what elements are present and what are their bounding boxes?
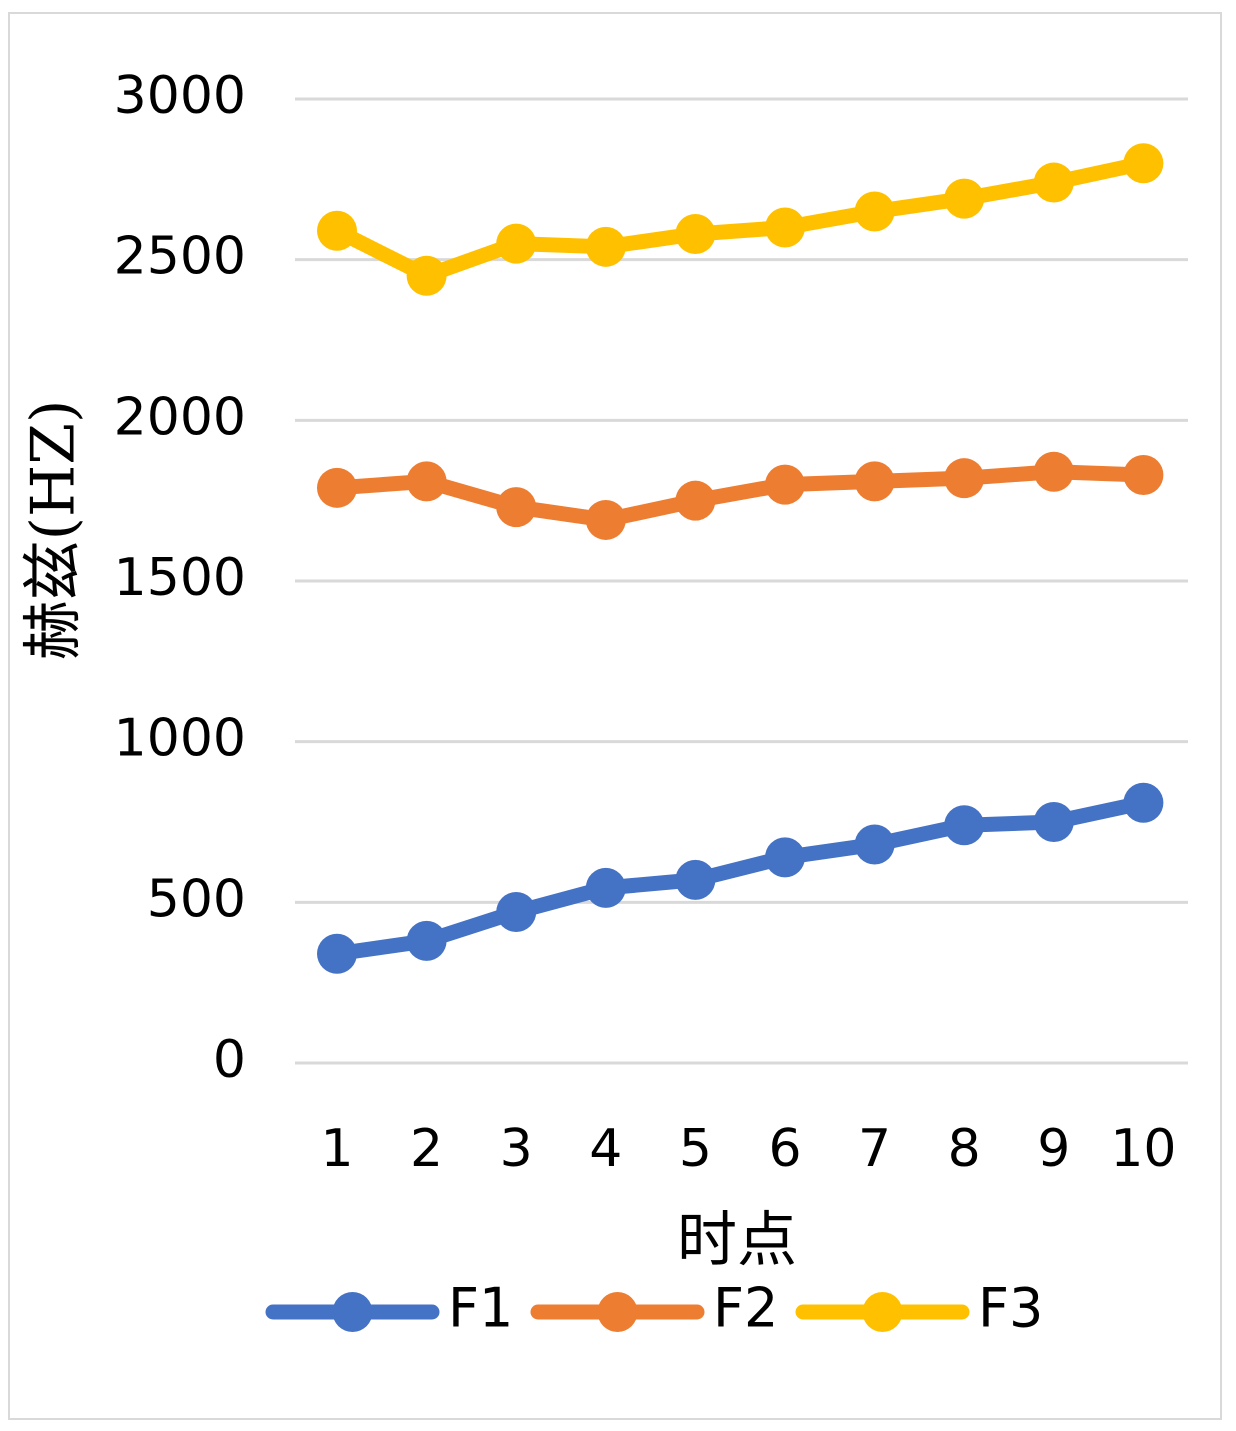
gridlines bbox=[295, 97, 1188, 1065]
data-point bbox=[317, 933, 357, 974]
data-point bbox=[496, 487, 537, 528]
data-point bbox=[585, 867, 626, 908]
data-point bbox=[765, 207, 805, 248]
series-f3 bbox=[317, 143, 1164, 296]
data-point bbox=[1123, 143, 1164, 184]
data-point bbox=[317, 210, 357, 251]
x-tick-label: 10 bbox=[1110, 1119, 1176, 1179]
data-point bbox=[1033, 451, 1074, 492]
data-point bbox=[406, 920, 447, 961]
series-line bbox=[329, 464, 1151, 528]
data-point bbox=[1123, 782, 1164, 823]
data-point bbox=[854, 461, 895, 502]
x-tick-label: 7 bbox=[858, 1119, 891, 1179]
x-tick-label: 8 bbox=[948, 1119, 981, 1179]
data-point bbox=[1123, 454, 1164, 495]
data-point bbox=[854, 824, 895, 865]
legend-marker bbox=[597, 1292, 638, 1332]
legend: F1 F2 F3 bbox=[265, 1277, 1043, 1340]
x-tick-label: 3 bbox=[500, 1119, 533, 1179]
x-tick-label: 2 bbox=[410, 1119, 443, 1179]
y-tick-label: 1000 bbox=[114, 709, 246, 769]
data-point bbox=[585, 226, 626, 267]
data-point bbox=[406, 255, 447, 296]
series-f1 bbox=[317, 782, 1164, 974]
x-tick-label: 1 bbox=[320, 1119, 353, 1179]
y-axis-title: 赫兹(HZ) bbox=[19, 400, 89, 661]
data-point bbox=[765, 464, 805, 505]
series-layer bbox=[317, 143, 1164, 974]
series-line bbox=[329, 155, 1151, 284]
data-point bbox=[317, 467, 357, 508]
data-point bbox=[944, 178, 985, 219]
legend-marker bbox=[862, 1292, 903, 1332]
x-axis-title: 时点 bbox=[677, 1206, 797, 1276]
data-point bbox=[944, 805, 985, 846]
x-tick-label: 4 bbox=[589, 1119, 622, 1179]
data-point bbox=[1033, 162, 1074, 203]
data-point bbox=[675, 480, 716, 521]
data-point bbox=[1033, 802, 1074, 842]
data-point bbox=[496, 223, 537, 264]
y-tick-label: 1500 bbox=[114, 548, 246, 608]
data-point bbox=[496, 891, 537, 932]
legend-label: F1 bbox=[448, 1277, 513, 1340]
data-point bbox=[854, 191, 895, 232]
legend-item-f1: F1 bbox=[265, 1277, 513, 1340]
y-tick-label: 500 bbox=[147, 869, 246, 929]
legend-item-f3: F3 bbox=[795, 1277, 1043, 1340]
y-tick-label: 2500 bbox=[114, 227, 246, 287]
x-tick-label: 5 bbox=[679, 1119, 712, 1179]
data-point bbox=[675, 859, 716, 900]
data-point bbox=[944, 458, 985, 499]
legend-marker bbox=[332, 1292, 373, 1332]
series-f2 bbox=[317, 451, 1164, 540]
data-point bbox=[675, 213, 716, 254]
data-point bbox=[585, 499, 626, 540]
legend-label: F3 bbox=[978, 1277, 1043, 1340]
data-point bbox=[406, 461, 447, 502]
legend-item-f2: F2 bbox=[530, 1277, 778, 1340]
data-point bbox=[765, 837, 805, 878]
y-tick-label: 0 bbox=[213, 1030, 246, 1090]
y-tick-labels: 0 500 1000 1500 2000 2500 3000 bbox=[114, 66, 246, 1090]
series-line bbox=[329, 795, 1151, 962]
y-tick-label: 3000 bbox=[114, 66, 246, 126]
x-tick-label: 9 bbox=[1037, 1119, 1070, 1179]
x-tick-label: 6 bbox=[768, 1119, 801, 1179]
legend-label: F2 bbox=[713, 1277, 778, 1340]
y-tick-label: 2000 bbox=[114, 387, 246, 447]
x-tick-labels: 1 2 3 4 5 6 7 8 9 10 bbox=[320, 1119, 1176, 1179]
